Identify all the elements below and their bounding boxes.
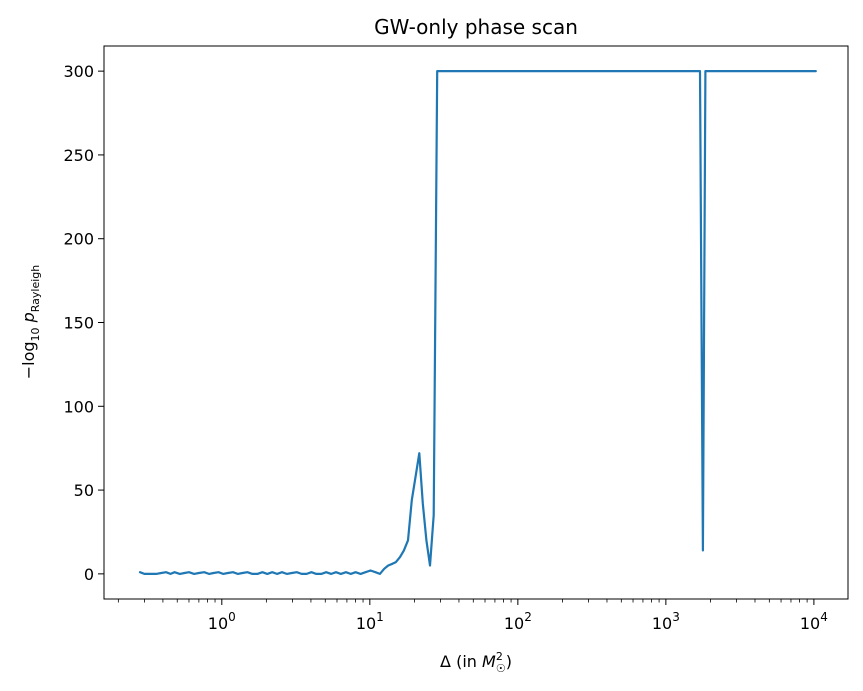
y-axis-label: −log10 pRayleigh bbox=[19, 265, 42, 380]
x-axis-label: Δ (in M2 ☉) bbox=[440, 650, 512, 675]
y-tick-label: 100 bbox=[63, 397, 94, 416]
x-tick-label: 103 bbox=[652, 610, 680, 633]
y-tick-label: 250 bbox=[63, 146, 94, 165]
x-tick-label: 104 bbox=[800, 610, 828, 633]
plot-area: 0 50 100 150 200 250 300 100 101 102 103 104 bbox=[63, 45, 849, 633]
y-tick-label: 0 bbox=[84, 565, 94, 584]
y-tick-label: 300 bbox=[63, 62, 94, 81]
x-tick-label: 100 bbox=[208, 610, 236, 633]
x-tick-label: 101 bbox=[356, 610, 384, 633]
chart-title: GW-only phase scan bbox=[374, 15, 578, 39]
x-tick-label: 102 bbox=[504, 610, 532, 633]
y-tick-label: 50 bbox=[74, 481, 94, 500]
y-tick-label: 150 bbox=[63, 314, 94, 333]
series-line-0 bbox=[138, 69, 817, 576]
y-tick-label: 200 bbox=[63, 230, 94, 249]
